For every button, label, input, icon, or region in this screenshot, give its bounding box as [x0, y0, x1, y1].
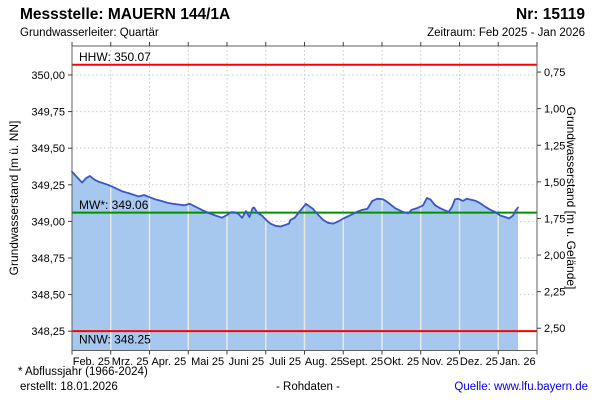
station-number: Nr: 15119 — [516, 6, 585, 23]
right-tick-label: 1,25 — [544, 140, 565, 152]
right-tick-label: 2,00 — [544, 250, 565, 262]
series-area-fill — [72, 171, 518, 351]
period-label: Zeitraum: Feb 2025 - Jan 2026 — [427, 27, 585, 39]
month-label: Nov. 25 — [422, 356, 459, 368]
page-title: Messstelle: MAUERN 144/1A — [20, 6, 231, 23]
data-type-label: - Rohdaten - — [276, 381, 340, 393]
created-date: erstellt: 18.01.2026 — [20, 381, 118, 393]
left-tick-label: 348,75 — [31, 253, 65, 265]
series-line — [71, 170, 519, 228]
left-tick-label: 349,75 — [31, 107, 65, 119]
reference-label-nnw: NNW: 348.25 — [79, 333, 151, 347]
month-label: Okt. 25 — [384, 356, 419, 368]
month-label: Aug. 25 — [305, 356, 343, 368]
reference-label-hhw: HHW: 350.07 — [79, 50, 151, 64]
right-tick-label: 0,75 — [544, 67, 565, 79]
reference-label-mw: MW*: 349.06 — [79, 198, 149, 212]
right-tick-label: 1,00 — [544, 104, 565, 116]
left-tick-label: 350,00 — [31, 70, 65, 82]
right-tick-label: 2,25 — [544, 287, 565, 299]
right-tick-label: 1,50 — [544, 177, 565, 189]
source-link[interactable]: Quelle: www.lfu.bayern.de — [454, 381, 588, 393]
month-label: Sept. 25 — [342, 356, 383, 368]
right-tick-label: 1,75 — [544, 213, 565, 225]
left-tick-label: 348,50 — [31, 290, 65, 302]
month-label: Juni 25 — [229, 356, 264, 368]
left-tick-label: 348,25 — [31, 326, 65, 338]
month-label: Mrz. 25 — [112, 356, 149, 368]
month-label: Feb. 25 — [73, 356, 110, 368]
month-label: Mai 25 — [191, 356, 224, 368]
month-label: Apr. 25 — [151, 356, 186, 368]
month-label: Juli 25 — [269, 356, 301, 368]
left-tick-label: 349,25 — [31, 180, 65, 192]
left-tick-label: 349,00 — [31, 216, 65, 228]
left-tick-label: 349,50 — [31, 143, 65, 155]
month-label: Dez. 25 — [460, 356, 498, 368]
right-tick-label: 2,50 — [544, 323, 565, 335]
footnote-abflussjahr: * Abflussjahr (1966-2024) — [18, 366, 148, 378]
month-label: Jan. 26 — [500, 356, 536, 368]
aquifer-label: Grundwasserleiter: Quartär — [20, 27, 159, 39]
